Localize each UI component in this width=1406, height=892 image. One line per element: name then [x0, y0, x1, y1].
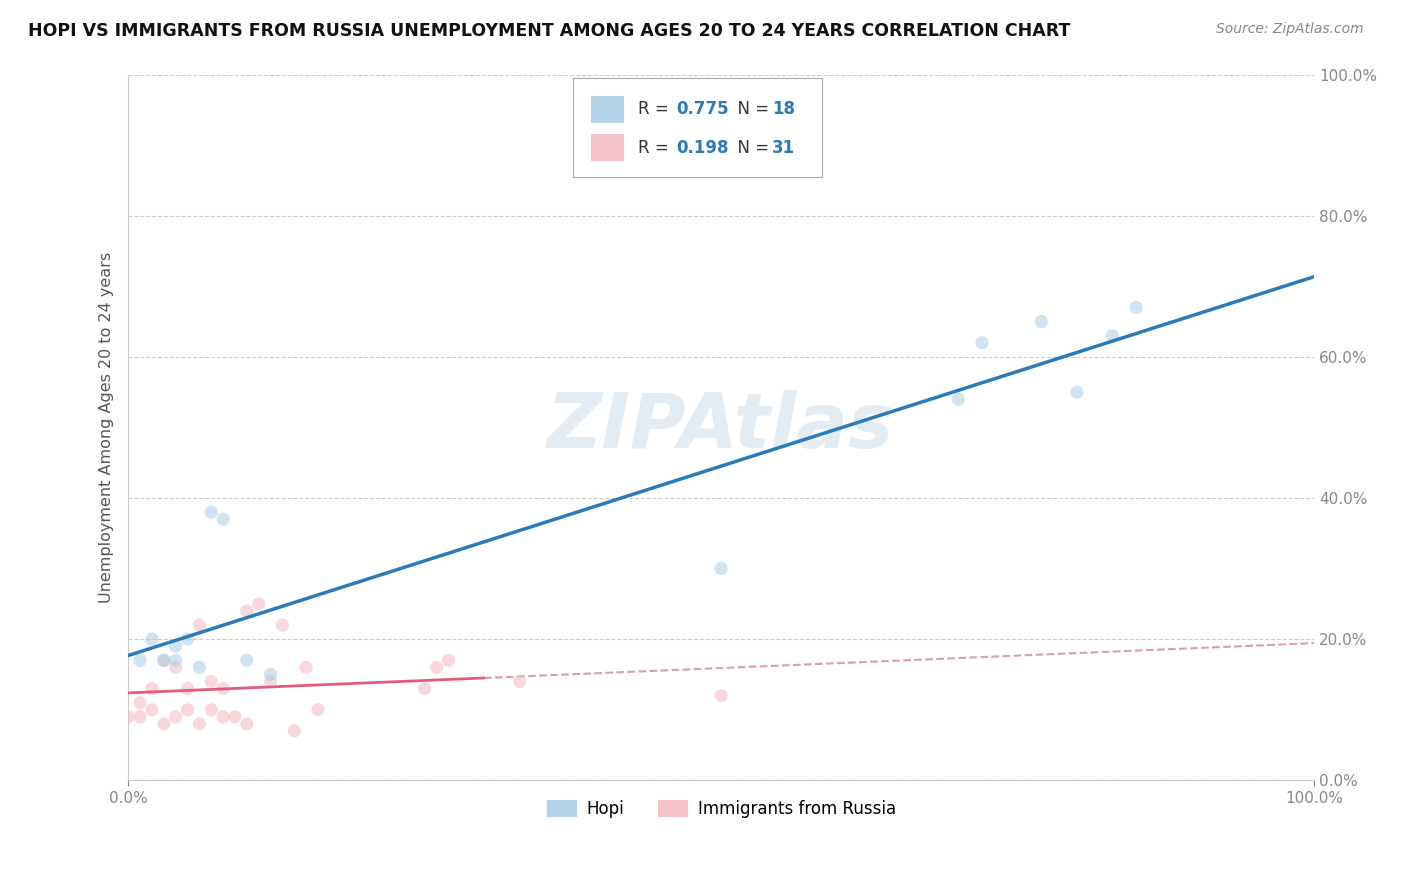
Point	[141, 632, 163, 647]
Point	[710, 561, 733, 575]
Point	[117, 710, 139, 724]
Text: R =: R =	[638, 100, 673, 118]
FancyBboxPatch shape	[591, 134, 624, 161]
Point	[413, 681, 436, 696]
Point	[129, 696, 152, 710]
Point	[509, 674, 531, 689]
Point	[948, 392, 970, 407]
Point	[426, 660, 449, 674]
Point	[295, 660, 318, 674]
Point	[165, 639, 187, 653]
Point	[247, 597, 270, 611]
Point	[236, 604, 259, 618]
Point	[307, 703, 329, 717]
Point	[437, 653, 460, 667]
Text: 0.198: 0.198	[676, 138, 728, 157]
Point	[188, 716, 211, 731]
Text: 31: 31	[772, 138, 796, 157]
Point	[259, 674, 281, 689]
Text: ZIPAtlas: ZIPAtlas	[547, 391, 894, 465]
Point	[212, 681, 235, 696]
Point	[188, 660, 211, 674]
Point	[141, 681, 163, 696]
Point	[224, 710, 246, 724]
Text: N =: N =	[727, 100, 775, 118]
Point	[129, 653, 152, 667]
Point	[200, 703, 222, 717]
Point	[165, 710, 187, 724]
Text: N =: N =	[727, 138, 775, 157]
Point	[200, 674, 222, 689]
Point	[236, 653, 259, 667]
Point	[176, 703, 198, 717]
Point	[970, 335, 993, 350]
Point	[212, 710, 235, 724]
Point	[188, 618, 211, 632]
Text: HOPI VS IMMIGRANTS FROM RUSSIA UNEMPLOYMENT AMONG AGES 20 TO 24 YEARS CORRELATIO: HOPI VS IMMIGRANTS FROM RUSSIA UNEMPLOYM…	[28, 22, 1070, 40]
Point	[176, 632, 198, 647]
Point	[153, 653, 176, 667]
Point	[129, 710, 152, 724]
Legend: Hopi, Immigrants from Russia: Hopi, Immigrants from Russia	[540, 793, 903, 825]
Text: 0.775: 0.775	[676, 100, 728, 118]
Point	[283, 723, 305, 738]
Point	[1125, 301, 1147, 315]
Point	[271, 618, 294, 632]
Point	[1101, 328, 1123, 343]
Point	[153, 653, 176, 667]
FancyBboxPatch shape	[572, 78, 823, 177]
Text: Source: ZipAtlas.com: Source: ZipAtlas.com	[1216, 22, 1364, 37]
Point	[141, 703, 163, 717]
Point	[1031, 314, 1053, 328]
Point	[165, 660, 187, 674]
FancyBboxPatch shape	[591, 95, 624, 122]
Point	[236, 716, 259, 731]
Point	[710, 689, 733, 703]
Y-axis label: Unemployment Among Ages 20 to 24 years: Unemployment Among Ages 20 to 24 years	[100, 252, 114, 603]
Point	[153, 716, 176, 731]
Point	[259, 667, 281, 681]
Point	[212, 512, 235, 526]
Point	[1066, 385, 1088, 400]
Text: 18: 18	[772, 100, 796, 118]
Point	[176, 681, 198, 696]
Text: R =: R =	[638, 138, 673, 157]
Point	[165, 653, 187, 667]
Point	[200, 505, 222, 519]
